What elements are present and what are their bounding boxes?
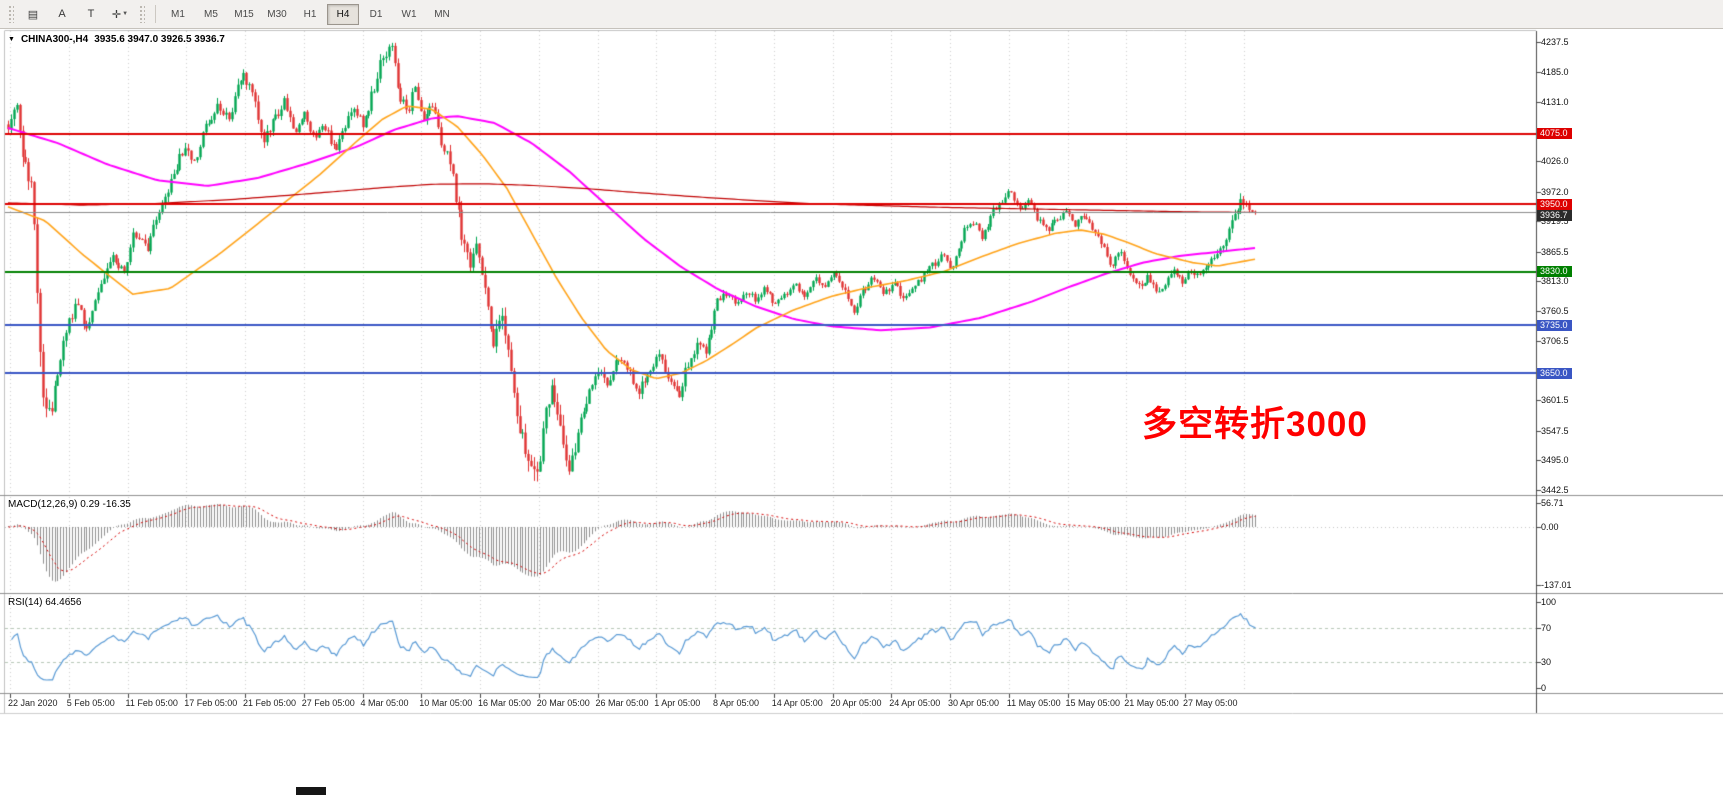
rsi-panel[interactable] — [5, 596, 1536, 692]
timeframe-button-M15[interactable]: M15 — [234, 8, 254, 20]
symbol-timeframe-label: CHINA300-,H4 — [20, 34, 89, 45]
level-price-badge: 3830.0 — [1537, 266, 1572, 278]
timeframe-button-W1[interactable]: W1 — [401, 8, 417, 20]
date-axis-label: 1 Apr 05:00 — [654, 698, 701, 708]
date-axis-label: 21 May 05:00 — [1124, 698, 1179, 708]
level-price-badge: 3735.0 — [1537, 319, 1572, 331]
date-axis-label: 27 Feb 05:00 — [301, 698, 355, 708]
date-axis-label: 14 Apr 05:00 — [771, 698, 823, 708]
macd-panel[interactable] — [5, 497, 1536, 592]
rsi-axis-label: 100 — [1541, 597, 1557, 607]
price-axis-label: 3547.5 — [1541, 425, 1569, 436]
date-axis-label: 11 May 05:00 — [1006, 698, 1061, 708]
date-axis-label: 17 Feb 05:00 — [184, 698, 238, 708]
price-axis-label: 4131.0 — [1541, 97, 1569, 107]
price-axis-label: 3442.5 — [1541, 485, 1569, 495]
price-axis-label: 3495.0 — [1541, 455, 1569, 466]
chart-annotation-text: 多空转折3000 — [1142, 405, 1368, 444]
rsi-axis-label: 70 — [1541, 622, 1552, 633]
date-axis-label: 4 Mar 05:00 — [360, 698, 409, 708]
timeframe-button-M1[interactable]: M1 — [171, 8, 185, 20]
date-axis-label: 21 Feb 05:00 — [243, 698, 297, 708]
date-axis-label: 26 Mar 05:00 — [595, 698, 649, 708]
price-axis-label: 3760.5 — [1541, 305, 1569, 316]
price-axis-label: 3919.5 — [1541, 216, 1569, 227]
timeframe-button-H1[interactable]: H1 — [303, 8, 317, 20]
price-axis-label: 4185.0 — [1541, 66, 1569, 77]
date-axis-label: 27 May 05:00 — [1183, 698, 1238, 708]
price-axis-label: 3601.5 — [1541, 395, 1569, 406]
price-axis-label: 3706.5 — [1541, 336, 1569, 347]
crosshair-tool-icon[interactable]: ✛ ▼ — [111, 8, 129, 21]
timeframe-button-D1[interactable]: D1 — [369, 8, 383, 20]
macd-indicator-label: MACD(12,26,9) 0.29 -16.35 — [8, 499, 131, 510]
taskbar-fragment — [296, 787, 326, 795]
toolbar-grip[interactable] — [139, 5, 145, 23]
label-tool-tool-icon[interactable]: T — [87, 8, 95, 20]
templates-tool-icon[interactable]: ▤ — [27, 8, 39, 21]
rsi-axis-label: 0 — [1541, 683, 1547, 693]
chart-title: ▼ CHINA300-,H4 3935.6 3947.0 3926.5 3936… — [8, 34, 225, 45]
timeframe-button-M30[interactable]: M30 — [267, 8, 287, 20]
macd-axis-label: -137.01 — [1541, 580, 1572, 590]
price-axis-label: 3972.0 — [1541, 186, 1569, 197]
price-axis-label: 4026.0 — [1541, 156, 1569, 167]
date-axis-label: 10 Mar 05:00 — [419, 698, 473, 708]
timeframe-button-MN[interactable]: MN — [434, 8, 450, 20]
date-axis-label: 20 Apr 05:00 — [830, 698, 882, 708]
ohlc-values: 3935.6 3947.0 3926.5 3936.7 — [94, 34, 225, 45]
level-price-badge: 3650.0 — [1537, 367, 1572, 379]
text-annotation-tool-icon[interactable]: A — [58, 8, 66, 20]
level-price-badge: 3950.0 — [1537, 198, 1572, 210]
toolbar: ▤ A T ✛ ▼ M1 M5 M15 M30 H1 H4 D1 W1 MN — [0, 0, 1723, 29]
toolbar-separator — [155, 5, 156, 23]
macd-axis-label: 0.00 — [1541, 522, 1559, 532]
timeframe-button-M5[interactable]: M5 — [204, 8, 218, 20]
macd-axis-label: 56.71 — [1541, 498, 1564, 508]
chart-dropdown-icon[interactable]: ▼ — [8, 36, 15, 43]
price-axis-label: 3813.0 — [1541, 276, 1569, 287]
date-axis-label: 5 Feb 05:00 — [66, 698, 115, 708]
price-axis-label: 4237.5 — [1541, 37, 1569, 47]
rsi-indicator-label: RSI(14) 64.4656 — [8, 597, 82, 608]
date-axis-label: 24 Apr 05:00 — [889, 698, 941, 708]
rsi-axis-label: 30 — [1541, 657, 1552, 668]
date-axis-label: 22 Jan 2020 — [8, 698, 58, 708]
date-axis-label: 15 May 05:00 — [1065, 698, 1121, 708]
date-axis-label: 8 Apr 05:00 — [713, 698, 760, 708]
current-price-badge: 3936.7 — [1537, 209, 1572, 221]
date-axis-label: 30 Apr 05:00 — [948, 698, 1000, 708]
date-axis-label: 11 Feb 05:00 — [125, 698, 178, 708]
level-price-badge: 4075.0 — [1537, 128, 1572, 140]
timeframe-button-H4[interactable]: H4 — [327, 3, 359, 25]
date-axis-label: 20 Mar 05:00 — [536, 698, 590, 708]
price-axis-label: 3865.5 — [1541, 246, 1569, 257]
toolbar-grip[interactable] — [8, 5, 14, 23]
date-axis-label: 16 Mar 05:00 — [478, 698, 532, 708]
dropdown-caret-icon: ▼ — [122, 11, 129, 17]
